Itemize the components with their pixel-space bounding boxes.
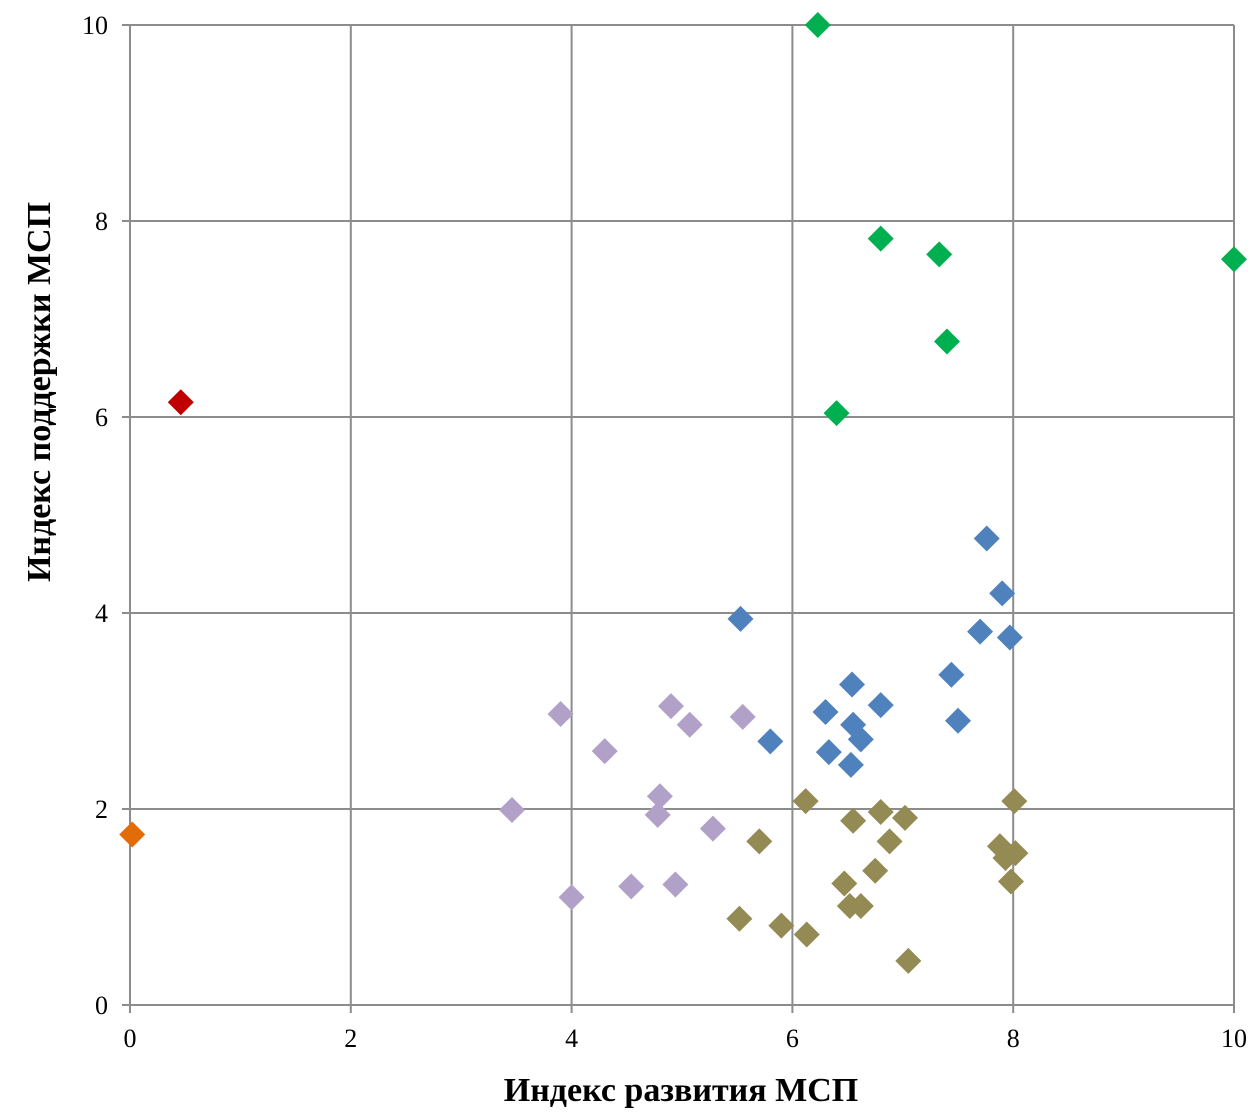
- data-point: [618, 873, 645, 900]
- data-point: [815, 739, 842, 766]
- data-points: [119, 12, 1247, 974]
- data-point: [757, 728, 784, 755]
- data-point: [726, 905, 753, 932]
- data-point: [926, 241, 953, 268]
- data-point: [498, 796, 525, 823]
- data-point: [727, 605, 754, 632]
- x-tick-label: 10: [1221, 1024, 1247, 1053]
- data-point: [867, 692, 894, 719]
- data-point: [997, 868, 1024, 895]
- data-point: [867, 225, 894, 252]
- x-tick-label: 8: [1007, 1024, 1020, 1053]
- y-axis-title: Индекс поддержки МСП: [21, 202, 58, 582]
- grid-lines: [130, 24, 1235, 1005]
- data-point: [967, 618, 994, 645]
- data-point: [746, 828, 773, 855]
- data-point: [644, 801, 671, 828]
- data-point: [847, 893, 874, 920]
- axes: [122, 24, 1235, 1013]
- data-point: [119, 821, 146, 848]
- data-point: [804, 12, 831, 38]
- x-tick-label: 0: [124, 1024, 137, 1053]
- data-point: [1221, 246, 1247, 273]
- y-tick-label: 0: [95, 991, 108, 1020]
- x-axis-title: Индекс развития МСП: [504, 1072, 858, 1109]
- y-tick-label: 2: [95, 795, 108, 824]
- y-tick-label: 6: [95, 403, 108, 432]
- data-point: [840, 807, 867, 834]
- data-point: [945, 707, 971, 734]
- x-tick-label: 2: [344, 1024, 357, 1053]
- data-point: [1001, 788, 1028, 815]
- data-point: [768, 912, 795, 939]
- tick-labels: 0 2 4 6 8 10 0 2 4 6 8 10: [82, 11, 1247, 1053]
- data-point: [792, 788, 819, 815]
- data-point: [793, 921, 820, 948]
- data-point: [973, 525, 1000, 552]
- data-point: [933, 328, 960, 355]
- data-point: [867, 798, 894, 825]
- data-point: [992, 845, 1019, 871]
- data-point: [167, 389, 194, 416]
- data-point: [823, 400, 850, 427]
- y-tick-label: 10: [82, 11, 108, 40]
- data-point: [876, 828, 903, 855]
- data-point: [591, 738, 618, 765]
- data-point: [831, 870, 858, 897]
- x-tick-label: 6: [786, 1024, 799, 1053]
- data-point: [895, 947, 922, 974]
- data-point: [646, 783, 673, 810]
- data-point: [699, 815, 726, 842]
- data-point: [996, 624, 1023, 651]
- y-tick-label: 8: [95, 207, 108, 236]
- data-point: [662, 871, 689, 898]
- data-point: [847, 726, 874, 753]
- data-point: [729, 703, 756, 730]
- data-point: [989, 580, 1016, 607]
- data-point: [547, 700, 574, 727]
- data-point: [839, 671, 866, 698]
- data-point: [938, 661, 965, 688]
- data-point: [837, 751, 864, 778]
- data-point: [892, 804, 919, 831]
- y-tick-label: 4: [95, 599, 108, 628]
- data-point: [812, 698, 839, 725]
- data-point: [676, 711, 703, 738]
- x-tick-label: 4: [565, 1024, 578, 1053]
- data-point: [657, 693, 684, 720]
- data-point: [862, 857, 889, 884]
- data-point: [558, 884, 585, 911]
